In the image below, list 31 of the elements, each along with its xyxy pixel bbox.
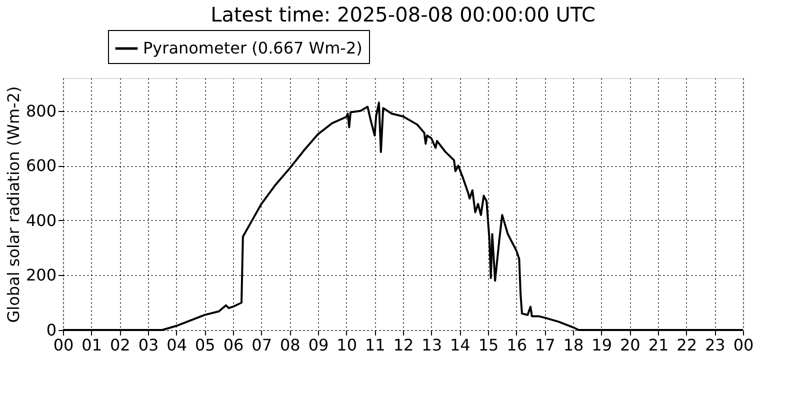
x-tick-label: 05 bbox=[194, 336, 216, 354]
x-tick-label: 04 bbox=[166, 336, 188, 354]
x-tick-label: 00 bbox=[733, 336, 754, 354]
x-tick-label: 01 bbox=[82, 336, 102, 354]
x-tick-label: 16 bbox=[506, 336, 528, 354]
x-tick-label: 02 bbox=[110, 336, 130, 354]
x-tick-label: 03 bbox=[138, 336, 159, 354]
x-tick-label: 12 bbox=[393, 336, 414, 354]
y-tick-label: 800 bbox=[26, 101, 56, 120]
x-tick-label: 14 bbox=[450, 336, 470, 354]
x-tick-label: 06 bbox=[223, 336, 244, 354]
legend-label: Pyranometer (0.667 Wm-2) bbox=[143, 38, 362, 58]
x-tick-label: 10 bbox=[336, 336, 358, 354]
x-tick-label: 21 bbox=[648, 336, 669, 354]
x-tick-label: 09 bbox=[308, 336, 329, 354]
chart-title: Latest time: 2025-08-08 00:00:00 UTC bbox=[210, 2, 596, 26]
x-tick-label: 15 bbox=[478, 336, 499, 354]
x-tick-label: 17 bbox=[534, 336, 556, 354]
x-tick-label: 13 bbox=[422, 336, 442, 354]
y-tick-label: 400 bbox=[26, 210, 56, 230]
x-tick-label: 20 bbox=[620, 336, 640, 354]
x-tick-label: 07 bbox=[252, 336, 272, 354]
x-tick-label: 11 bbox=[364, 336, 386, 354]
y-tick-label: 600 bbox=[26, 156, 56, 176]
x-tick-label: 19 bbox=[592, 336, 612, 354]
x-tick-label: 23 bbox=[704, 336, 726, 354]
y-tick-label: 200 bbox=[26, 266, 56, 285]
x-tick-label: 18 bbox=[563, 336, 584, 354]
y-axis-title: Global solar radiation (Wm-2) bbox=[4, 86, 23, 323]
x-tick-label: 08 bbox=[280, 336, 300, 354]
x-tick-label: 22 bbox=[676, 336, 698, 354]
